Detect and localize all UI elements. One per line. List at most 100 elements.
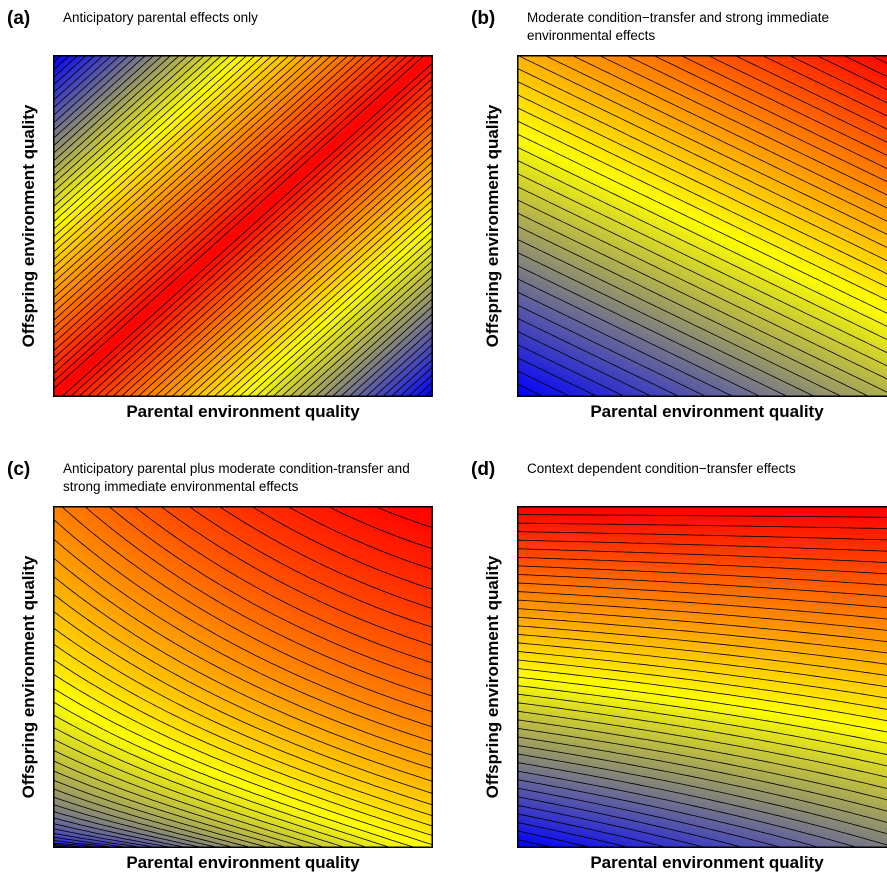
y-axis-label: Offspring environment quality (483, 555, 502, 799)
contour-line (517, 186, 887, 367)
contour-line (53, 749, 327, 848)
contour-line (517, 642, 887, 688)
contour-line (517, 514, 887, 518)
contour-line (53, 593, 433, 782)
contour-line (188, 506, 433, 628)
heatmap-fill (517, 55, 887, 397)
contour-line (53, 738, 347, 848)
contour-line (53, 673, 433, 837)
contour-line (517, 753, 887, 835)
contour-line (625, 55, 887, 183)
contour-line (53, 610, 433, 794)
contour-line (108, 506, 433, 681)
contour-line (517, 693, 887, 756)
contour-line (53, 55, 433, 397)
contour-line (517, 745, 887, 823)
contour-line (286, 506, 433, 570)
contour-line (517, 796, 746, 848)
contour-line (53, 687, 433, 846)
contour-line (543, 55, 887, 222)
contour-line (517, 659, 887, 710)
contour-line (517, 238, 843, 397)
panel-title: Moderate condition−transfer and strong i… (527, 10, 830, 43)
panel-d: (d) Context dependent condition−transfer… (464, 451, 887, 888)
contour-line (652, 55, 887, 170)
contour-line (53, 760, 307, 848)
contour-line (517, 591, 887, 620)
plot-frame (517, 506, 887, 848)
contour-line (517, 633, 887, 676)
panel-letter: (d) (471, 459, 496, 480)
contour-line (517, 710, 887, 778)
contour-line (517, 574, 887, 597)
panel-b: (b) Moderate condition−transfer and stro… (464, 0, 887, 437)
contour-line (517, 265, 789, 397)
contour-line (517, 225, 871, 397)
contour-line (53, 55, 433, 397)
contour-line (53, 788, 253, 848)
contour-line (517, 702, 887, 767)
contour-line (53, 55, 433, 397)
panel-title: Anticipatory parental plus moderate cond… (63, 461, 410, 494)
panel-title: Anticipatory parental effects only (63, 10, 258, 25)
heatmap-fill (53, 55, 433, 397)
panel-c: (c) Anticipatory parental plus moderate … (0, 451, 443, 888)
contour-line (733, 55, 887, 130)
contour-line (53, 575, 433, 770)
contour-line (706, 55, 887, 143)
contour-line (679, 55, 887, 156)
contour-line (517, 668, 887, 722)
contour-line (517, 565, 887, 586)
contour-line (788, 55, 887, 104)
panel-title: Context dependent condition−transfer eff… (527, 461, 796, 476)
contour-line (53, 796, 236, 848)
contour-line (517, 173, 887, 354)
contour-line (250, 506, 433, 590)
contour-line (53, 55, 433, 397)
contour-line (218, 506, 433, 610)
contour-line (53, 817, 189, 848)
contour-svg (517, 55, 887, 397)
contour-lines (53, 506, 433, 848)
contour-line (517, 556, 887, 575)
x-axis-label: Parental environment quality (126, 853, 360, 872)
contour-line (517, 770, 860, 848)
contour-line (517, 317, 681, 397)
contour-line (517, 599, 887, 631)
contour-line (517, 727, 887, 801)
contour-line (53, 518, 433, 728)
contour-line (517, 685, 887, 744)
contour-line (53, 643, 433, 817)
contour-line (571, 55, 887, 209)
contour-lines (517, 514, 887, 848)
contour-line (517, 370, 572, 397)
contour-svg (53, 55, 433, 397)
y-axis-label: Offspring environment quality (483, 104, 502, 348)
contour-line (517, 779, 822, 848)
contour-line (517, 67, 887, 248)
contour-line (53, 658, 433, 827)
x-axis-label: Parental environment quality (126, 402, 360, 421)
contour-line (761, 55, 887, 117)
contour-line (517, 616, 887, 654)
contour-line (517, 804, 708, 848)
contour-plot (53, 506, 433, 848)
heatmap-fill (53, 506, 433, 848)
x-axis-label: Parental environment quality (590, 402, 824, 421)
contour-line (60, 506, 433, 713)
contour-line (517, 762, 887, 846)
contour-line (53, 538, 433, 742)
contour-line (517, 80, 887, 262)
x-axis-label: Parental environment quality (590, 853, 824, 872)
contour-line (53, 55, 433, 397)
contour-plot (517, 506, 887, 848)
contour-line (517, 787, 784, 848)
contour-line (517, 107, 887, 288)
contour-lines (517, 55, 887, 397)
contour-svg (517, 506, 887, 848)
y-axis-label: Offspring environment quality (19, 555, 38, 799)
panel-letter: (b) (471, 8, 496, 29)
contour-line (517, 608, 887, 643)
contour-svg (53, 506, 433, 848)
panel-a: (a) Anticipatory parental effects only P… (0, 0, 443, 437)
